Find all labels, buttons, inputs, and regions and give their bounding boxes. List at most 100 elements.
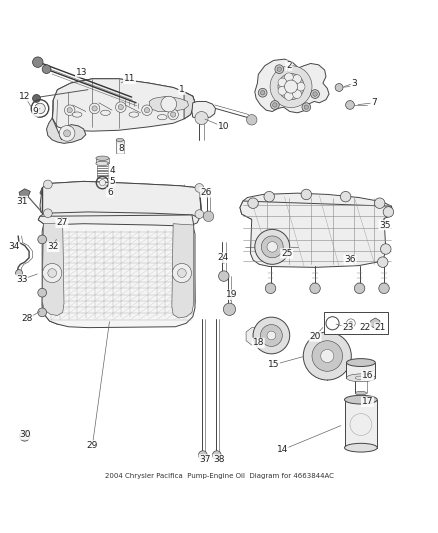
Circle shape <box>267 331 276 340</box>
Circle shape <box>350 414 372 435</box>
Circle shape <box>195 183 204 192</box>
Text: 15: 15 <box>268 360 279 369</box>
Circle shape <box>293 75 301 84</box>
Text: 16: 16 <box>362 371 373 380</box>
Circle shape <box>335 84 343 92</box>
Circle shape <box>43 209 52 217</box>
Circle shape <box>304 105 308 109</box>
Circle shape <box>59 125 75 141</box>
Circle shape <box>340 191 351 202</box>
Circle shape <box>261 236 283 258</box>
Circle shape <box>43 180 52 189</box>
Circle shape <box>312 341 343 372</box>
Ellipse shape <box>72 112 82 117</box>
Polygon shape <box>345 400 377 448</box>
Circle shape <box>381 244 391 254</box>
Text: 28: 28 <box>21 314 32 324</box>
Circle shape <box>99 180 106 185</box>
Polygon shape <box>184 92 195 119</box>
Text: 9: 9 <box>33 107 39 116</box>
Polygon shape <box>40 181 201 219</box>
Circle shape <box>378 257 388 268</box>
Circle shape <box>177 269 186 277</box>
Circle shape <box>203 211 214 222</box>
Circle shape <box>195 210 204 219</box>
Ellipse shape <box>157 115 167 120</box>
Text: 29: 29 <box>87 441 98 450</box>
Polygon shape <box>46 118 86 143</box>
Polygon shape <box>255 59 329 113</box>
Polygon shape <box>19 189 30 199</box>
Circle shape <box>311 90 319 99</box>
Polygon shape <box>240 193 393 224</box>
Circle shape <box>15 270 22 277</box>
Circle shape <box>64 130 71 137</box>
Circle shape <box>379 283 389 294</box>
Circle shape <box>172 263 191 282</box>
Ellipse shape <box>101 110 110 116</box>
Circle shape <box>38 235 46 244</box>
Circle shape <box>302 103 311 111</box>
Circle shape <box>278 86 287 95</box>
Text: 31: 31 <box>16 197 28 206</box>
Circle shape <box>195 111 208 125</box>
Circle shape <box>168 109 178 120</box>
Text: 2: 2 <box>286 61 292 70</box>
Text: 1: 1 <box>179 85 185 94</box>
Circle shape <box>264 191 275 202</box>
Circle shape <box>32 94 40 102</box>
Text: 38: 38 <box>213 455 225 464</box>
Circle shape <box>285 73 293 82</box>
Text: 8: 8 <box>118 144 124 153</box>
Circle shape <box>261 91 265 95</box>
Circle shape <box>116 102 126 112</box>
Circle shape <box>258 88 267 97</box>
Circle shape <box>142 105 152 116</box>
Text: 2004 Chrysler Pacifica  Pump-Engine Oil  Diagram for 4663844AC: 2004 Chrysler Pacifica Pump-Engine Oil D… <box>105 473 333 479</box>
Text: 12: 12 <box>19 92 30 101</box>
Text: 26: 26 <box>200 188 212 197</box>
Circle shape <box>247 115 257 125</box>
Circle shape <box>346 101 354 109</box>
Circle shape <box>145 108 150 113</box>
Text: 33: 33 <box>16 275 28 284</box>
Circle shape <box>285 92 293 100</box>
Circle shape <box>275 65 284 74</box>
Ellipse shape <box>116 139 124 141</box>
Text: 34: 34 <box>8 243 19 252</box>
Circle shape <box>354 283 365 294</box>
Circle shape <box>383 207 394 217</box>
Circle shape <box>38 308 46 317</box>
Polygon shape <box>172 224 194 318</box>
Ellipse shape <box>346 359 375 367</box>
Polygon shape <box>38 215 195 326</box>
Text: 22: 22 <box>360 323 371 332</box>
Circle shape <box>278 74 304 100</box>
Circle shape <box>92 106 97 111</box>
Polygon shape <box>149 96 188 111</box>
Circle shape <box>19 431 30 441</box>
Ellipse shape <box>129 112 139 117</box>
Text: 27: 27 <box>56 219 67 228</box>
Circle shape <box>296 82 305 91</box>
Ellipse shape <box>345 395 377 404</box>
Circle shape <box>67 108 72 113</box>
Circle shape <box>255 229 290 264</box>
Text: 4: 4 <box>109 166 115 175</box>
Polygon shape <box>42 223 64 316</box>
Circle shape <box>374 198 385 208</box>
Circle shape <box>265 283 276 294</box>
Circle shape <box>253 317 290 354</box>
Text: 21: 21 <box>375 323 386 332</box>
Circle shape <box>271 101 279 109</box>
Text: 35: 35 <box>379 221 391 230</box>
Polygon shape <box>52 79 195 131</box>
Polygon shape <box>346 362 375 378</box>
Circle shape <box>261 325 283 346</box>
Bar <box>324 312 389 334</box>
Circle shape <box>285 80 297 93</box>
Circle shape <box>219 271 229 281</box>
Polygon shape <box>40 181 202 202</box>
Ellipse shape <box>96 156 109 160</box>
Circle shape <box>277 67 282 71</box>
